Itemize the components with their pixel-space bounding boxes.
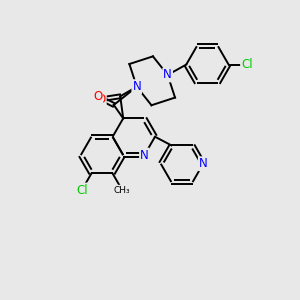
Text: N: N (140, 148, 149, 162)
Text: N: N (163, 68, 172, 81)
Text: Cl: Cl (241, 58, 253, 71)
Text: N: N (132, 80, 141, 93)
Text: Cl: Cl (76, 184, 88, 196)
Text: O: O (97, 93, 106, 106)
Text: N: N (199, 157, 208, 170)
Text: O: O (93, 90, 102, 103)
Text: CH₃: CH₃ (114, 185, 130, 194)
